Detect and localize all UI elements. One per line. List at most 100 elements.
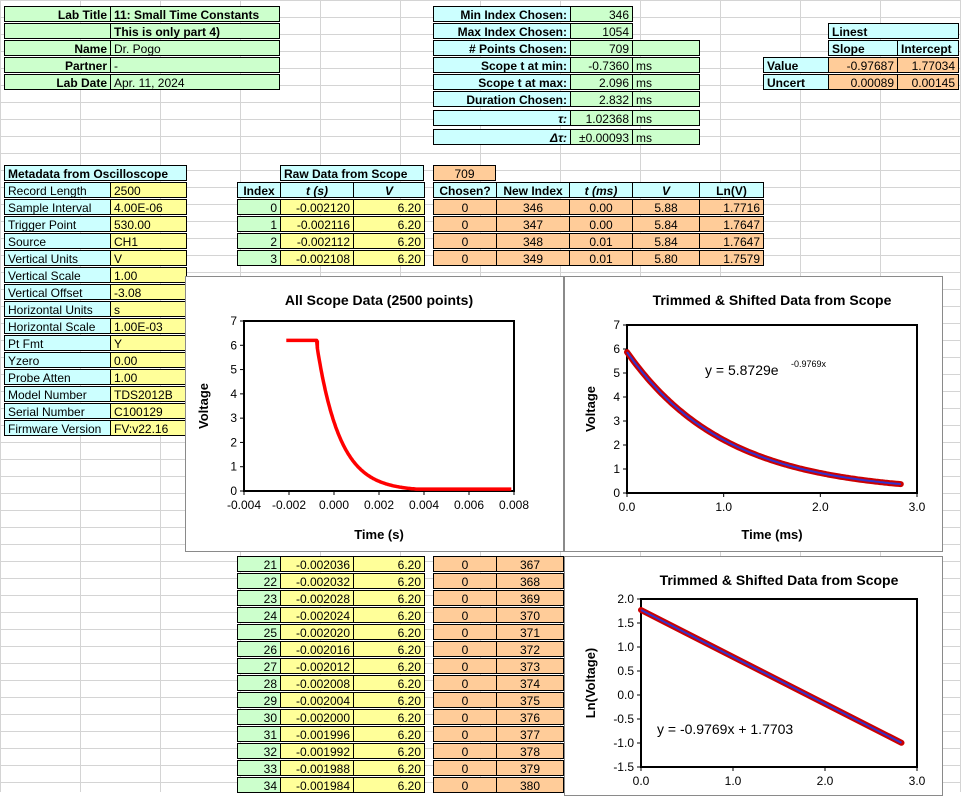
summary-value[interactable]: 1.02368 — [570, 110, 633, 126]
table-row-new-index[interactable]: 370 — [496, 607, 564, 623]
chosen-count[interactable]: 709 — [433, 165, 496, 181]
table-row-new-index[interactable]: 372 — [496, 641, 564, 657]
table-row-new-index[interactable]: 375 — [496, 692, 564, 708]
table-row-t[interactable]: -0.002000 — [280, 709, 354, 725]
table-row-ln-v[interactable]: 1.7647 — [699, 216, 764, 232]
table-row-v[interactable]: 6.20 — [353, 709, 425, 725]
linest-uncert-intercept[interactable]: 0.00145 — [897, 74, 959, 90]
table-row-t[interactable]: -0.002012 — [280, 658, 354, 674]
table-row-v[interactable]: 6.20 — [353, 199, 425, 215]
table-row-chosen[interactable]: 0 — [433, 760, 497, 776]
table-row-t-ms[interactable]: 0.01 — [569, 250, 633, 266]
linest-value-slope[interactable]: -0.97687 — [828, 57, 898, 73]
metadata-value[interactable]: 2500 — [110, 182, 187, 198]
table-row-t[interactable]: -0.002036 — [280, 556, 354, 572]
linest-uncert-slope[interactable]: 0.00089 — [828, 74, 898, 90]
table-row-v[interactable]: 6.20 — [353, 760, 425, 776]
summary-value[interactable]: 709 — [570, 40, 633, 56]
metadata-value[interactable]: 530.00 — [110, 216, 187, 232]
table-row-new-index[interactable]: 369 — [496, 590, 564, 606]
table-row-ln-v[interactable]: 1.7579 — [699, 250, 764, 266]
table-row-t[interactable]: -0.002120 — [280, 199, 354, 215]
metadata-value[interactable]: V — [110, 250, 187, 266]
table-row-v[interactable]: 6.20 — [353, 777, 425, 793]
metadata-value[interactable]: -3.08 — [110, 284, 187, 300]
table-row-new-index[interactable]: 379 — [496, 760, 564, 776]
table-row-new-index[interactable]: 374 — [496, 675, 564, 691]
metadata-value[interactable]: 4.00E-06 — [110, 199, 187, 215]
linest-value-intercept[interactable]: 1.77034 — [897, 57, 959, 73]
table-row-new-index[interactable]: 377 — [496, 726, 564, 742]
table-row-chosen[interactable]: 0 — [433, 675, 497, 691]
table-row-t[interactable]: -0.002108 — [280, 250, 354, 266]
summary-value[interactable]: 346 — [570, 6, 633, 22]
table-row-new-index[interactable]: 348 — [496, 233, 570, 249]
table-row-chosen[interactable]: 0 — [433, 777, 497, 793]
table-row-new-index[interactable]: 378 — [496, 743, 564, 759]
table-row-v[interactable]: 6.20 — [353, 743, 425, 759]
lab-date-value[interactable]: Apr. 11, 2024 — [110, 74, 280, 90]
summary-value[interactable]: ±0.00093 — [570, 129, 633, 145]
table-row-t[interactable]: -0.001992 — [280, 743, 354, 759]
table-row-chosen[interactable]: 0 — [433, 607, 497, 623]
chart-trimmed-ln[interactable]: Trimmed & Shifted Data from Scope 0.0 1.0 2… — [564, 556, 943, 796]
table-row-chosen[interactable]: 0 — [433, 233, 497, 249]
lab-subtitle-value[interactable]: This is only part 4) — [110, 23, 280, 39]
table-row-chosen[interactable]: 0 — [433, 658, 497, 674]
table-row-t-ms[interactable]: 0.01 — [569, 233, 633, 249]
table-row-chosen[interactable]: 0 — [433, 199, 497, 215]
lab-title-value[interactable]: 11: Small Time Constants — [110, 6, 280, 22]
table-row-v[interactable]: 6.20 — [353, 692, 425, 708]
table-row-t[interactable]: -0.002008 — [280, 675, 354, 691]
partner-value[interactable]: - — [110, 57, 280, 73]
table-row-t[interactable]: -0.002116 — [280, 216, 354, 232]
table-row-chosen[interactable]: 0 — [433, 624, 497, 640]
table-row-chosen[interactable]: 0 — [433, 590, 497, 606]
table-row-v[interactable]: 6.20 — [353, 726, 425, 742]
summary-value[interactable]: 1054 — [570, 23, 633, 39]
table-row-t[interactable]: -0.002028 — [280, 590, 354, 606]
chart-all-scope-data[interactable]: All Scope Data (2500 points) -0.004 -0.002… — [185, 276, 564, 552]
table-row-v2[interactable]: 5.84 — [632, 233, 700, 249]
table-row-t[interactable]: -0.002020 — [280, 624, 354, 640]
table-row-t-ms[interactable]: 0.00 — [569, 216, 633, 232]
metadata-value[interactable]: C100129 — [110, 403, 187, 419]
table-row-new-index[interactable]: 373 — [496, 658, 564, 674]
table-row-t[interactable]: -0.002032 — [280, 573, 354, 589]
table-row-chosen[interactable]: 0 — [433, 743, 497, 759]
table-row-chosen[interactable]: 0 — [433, 556, 497, 572]
table-row-new-index[interactable]: 367 — [496, 556, 564, 572]
table-row-chosen[interactable]: 0 — [433, 216, 497, 232]
table-row-v[interactable]: 6.20 — [353, 624, 425, 640]
table-row-chosen[interactable]: 0 — [433, 641, 497, 657]
metadata-value[interactable]: 1.00E-03 — [110, 318, 187, 334]
metadata-value[interactable]: FV:v22.16 — [110, 420, 187, 436]
summary-value[interactable]: 2.096 — [570, 74, 633, 90]
table-row-chosen[interactable]: 0 — [433, 692, 497, 708]
table-row-new-index[interactable]: 376 — [496, 709, 564, 725]
table-row-v[interactable]: 6.20 — [353, 590, 425, 606]
table-row-v[interactable]: 6.20 — [353, 233, 425, 249]
table-row-new-index[interactable]: 371 — [496, 624, 564, 640]
table-row-v2[interactable]: 5.80 — [632, 250, 700, 266]
table-row-new-index[interactable]: 347 — [496, 216, 570, 232]
table-row-v[interactable]: 6.20 — [353, 675, 425, 691]
table-row-chosen[interactable]: 0 — [433, 250, 497, 266]
summary-value[interactable]: -0.7360 — [570, 57, 633, 73]
table-row-v[interactable]: 6.20 — [353, 250, 425, 266]
table-row-t[interactable]: -0.001988 — [280, 760, 354, 776]
table-row-t[interactable]: -0.002112 — [280, 233, 354, 249]
table-row-v[interactable]: 6.20 — [353, 607, 425, 623]
metadata-value[interactable]: CH1 — [110, 233, 187, 249]
table-row-new-index[interactable]: 349 — [496, 250, 570, 266]
table-row-new-index[interactable]: 346 — [496, 199, 570, 215]
metadata-value[interactable]: 1.00 — [110, 267, 187, 283]
table-row-t[interactable]: -0.002016 — [280, 641, 354, 657]
table-row-chosen[interactable]: 0 — [433, 709, 497, 725]
table-row-ln-v[interactable]: 1.7716 — [699, 199, 764, 215]
table-row-t[interactable]: -0.002024 — [280, 607, 354, 623]
table-row-t[interactable]: -0.001984 — [280, 777, 354, 793]
table-row-v[interactable]: 6.20 — [353, 556, 425, 572]
table-row-t[interactable]: -0.001996 — [280, 726, 354, 742]
table-row-v2[interactable]: 5.88 — [632, 199, 700, 215]
